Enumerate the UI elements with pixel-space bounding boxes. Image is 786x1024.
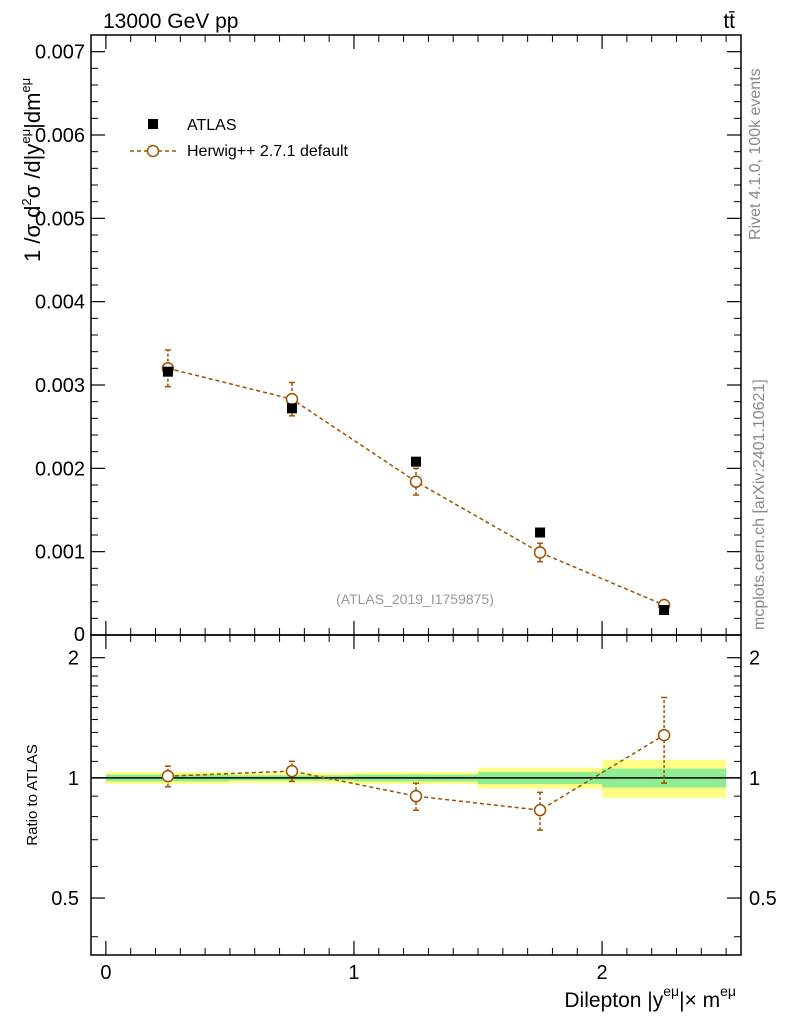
main-y-axis-label: 1 /σ d2σ /d|yeμ|dmeμ (18, 78, 45, 262)
ratio-plot-marks (161, 696, 671, 831)
ratio-y-tick-label: 1 (68, 768, 79, 790)
main-y-zero-label: 0 (74, 624, 85, 646)
legend-mc-marker (146, 144, 160, 158)
atlas-data-point (535, 527, 546, 538)
x-tick-label: 0 (100, 962, 111, 984)
rivet-label: Rivet 4.1.0, 100k events (747, 68, 764, 240)
ratio-series-line (167, 734, 665, 811)
x-axis-label: Dilepton |yeμ|× meμ (564, 983, 736, 1012)
y-label-sup2: eμ (18, 78, 33, 93)
energy-label: 13000 GeV pp (103, 10, 238, 33)
axes: 0.001 0.002 0.003 0.004 0.005 0.006 0.007 0 0 1 2 0… (35, 34, 777, 984)
mc-point (285, 392, 299, 406)
source-label: mcplots.cern.ch [arXiv:2401.10621] (751, 379, 768, 630)
atlas-data-point (286, 403, 297, 414)
main-y-tick-label: 0.002 (35, 458, 85, 480)
ratio-point (161, 769, 175, 783)
legend-data-label: ATLAS (187, 117, 237, 134)
ratio-y-tick-label-right: 0.5 (749, 888, 777, 910)
x-tick-label: 2 (597, 962, 608, 984)
main-y-tick-label: 0.007 (35, 42, 85, 64)
ratio-y-axis-label: Ratio to ATLAS (24, 744, 41, 845)
atlas-data-point (411, 456, 421, 467)
ratio-y-tick-label-right: 1 (749, 768, 760, 790)
x-label-sup1: eμ (663, 983, 679, 999)
main-y-tick-label: 0.001 (35, 542, 85, 564)
main-plot-marks (161, 349, 671, 615)
ratio-panel-frame (90, 634, 742, 956)
analysis-tag: (ATLAS_2019_I1759875) (336, 591, 494, 607)
ratio-y-tick-label-right: 2 (749, 648, 760, 670)
ratio-y-tick-label: 2 (68, 648, 79, 670)
main-y-tick-label: 0.003 (35, 375, 85, 397)
y-label-exp2: 2 (19, 198, 34, 205)
atlas-data-point (162, 366, 173, 377)
x-label-sup2: eμ (720, 983, 736, 999)
legend-data-marker (148, 119, 158, 129)
ratio-y-tick-label: 0.5 (51, 888, 79, 910)
ratio-point (657, 728, 671, 742)
main-y-tick-label: 0.005 (35, 208, 85, 230)
ratio-point (409, 789, 423, 803)
legend: ATLAS Herwig++ 2.7.1 default (130, 117, 349, 160)
mc-point (533, 546, 547, 559)
process-label: tt̄ (723, 10, 735, 33)
x-label-prefix: Dilepton |y (564, 989, 663, 1012)
legend-mc-label: Herwig++ 2.7.1 default (187, 143, 349, 160)
y-label-prefix: 1 /σ d (20, 206, 45, 262)
main-y-tick-label: 0.004 (35, 292, 85, 314)
y-label-sup1: eμ (18, 129, 33, 144)
y-label-mid2: |dm (20, 93, 45, 129)
atlas-data-point (659, 605, 670, 615)
ratio-point (533, 803, 547, 817)
x-tick-label: 1 (348, 962, 359, 984)
mc-point (409, 475, 423, 488)
y-label-mid: σ /d|y (20, 144, 45, 199)
main-y-tick-label: 0.006 (35, 125, 85, 147)
x-label-mid: |× m (679, 989, 720, 1012)
ratio-point (285, 764, 299, 778)
